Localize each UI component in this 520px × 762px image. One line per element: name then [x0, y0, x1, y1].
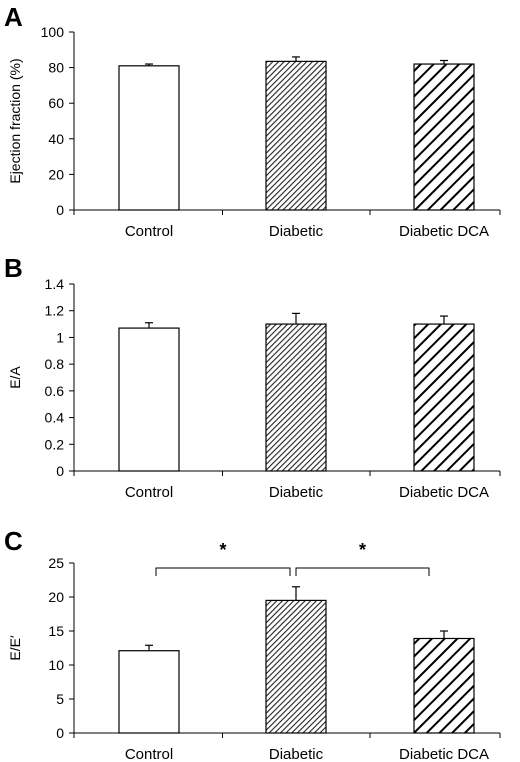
y-tick-label: 60	[48, 95, 64, 111]
panel-letter: A	[4, 2, 23, 32]
y-tick-label: 0	[56, 725, 64, 741]
y-tick-label: 0.8	[45, 356, 65, 372]
bar-control	[118, 327, 180, 472]
x-category-label: Diabetic	[269, 223, 324, 240]
bar-diabetic	[265, 60, 327, 211]
bar-diabetic	[265, 323, 327, 472]
x-category-label: Diabetic DCA	[399, 484, 489, 501]
x-category-label: Diabetic	[269, 484, 324, 501]
y-axis-label: E/E′	[7, 635, 23, 661]
significance-bracket	[295, 567, 430, 576]
bar-diabetic-dca	[413, 323, 475, 472]
y-tick-label: 20	[48, 166, 64, 182]
panel-letter: C	[4, 526, 23, 556]
panel-c: C E/E′ 0 5 10 15 20 25 Control Diabetic Diabetic D…	[4, 526, 501, 762]
y-axis-label: E/A	[7, 366, 23, 389]
y-tick-label: 5	[56, 691, 64, 707]
bar-diabetic	[265, 599, 327, 734]
y-tick-label: 1.4	[45, 276, 65, 292]
x-category-label: Control	[125, 484, 173, 501]
y-tick-label: 20	[48, 589, 64, 605]
y-tick-label: 80	[48, 60, 64, 76]
y-axis-label: Ejection fraction (%)	[7, 58, 23, 183]
panel-a: A Ejection fraction (%) 0 20 40 60 80 100 Contro…	[4, 2, 501, 240]
significance-star: *	[359, 540, 366, 560]
y-tick-label: 100	[41, 24, 65, 40]
x-category-label: Diabetic DCA	[399, 223, 489, 240]
bar-control	[118, 65, 180, 211]
x-category-label: Control	[125, 223, 173, 240]
y-tick-label: 25	[48, 555, 64, 571]
y-tick-label: 0	[56, 202, 64, 218]
panel-letter: B	[4, 253, 23, 283]
y-tick-label: 0.2	[45, 436, 65, 452]
x-category-label: Diabetic	[269, 746, 324, 762]
y-tick-label: 10	[48, 657, 64, 673]
x-category-label: Diabetic DCA	[399, 746, 489, 762]
y-tick-label: 15	[48, 623, 64, 639]
y-tick-label: 0.4	[45, 410, 65, 426]
y-tick-label: 0	[56, 463, 64, 479]
y-tick-label: 1.2	[45, 303, 65, 319]
significance-star: *	[219, 540, 226, 560]
panel-b: B E/A 0 0.2 0.4 0.6 0.8 1 1.2 1.4 Control Diabetic D…	[4, 253, 501, 501]
y-tick-label: 0.6	[45, 383, 65, 399]
significance-bracket	[155, 567, 291, 576]
bar-diabetic-dca	[413, 637, 475, 734]
bar-control	[118, 650, 180, 734]
x-category-label: Control	[125, 746, 173, 762]
y-tick-label: 1	[56, 329, 64, 345]
bar-diabetic-dca	[413, 63, 475, 211]
y-tick-label: 40	[48, 131, 64, 147]
